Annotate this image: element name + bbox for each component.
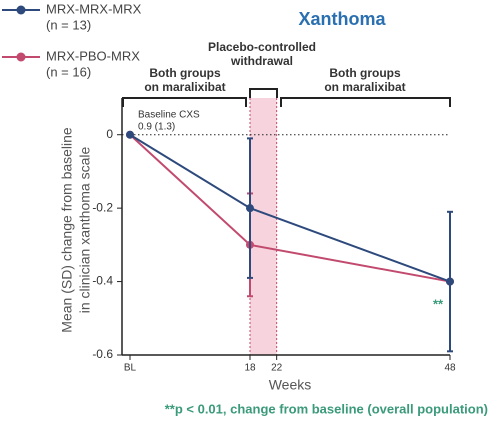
legend-marker (16, 52, 26, 62)
shaded-region (250, 98, 277, 355)
series-line (129, 133, 451, 283)
series-line (129, 133, 451, 283)
x-tick-label: 22 (271, 363, 283, 374)
y-tick-label: -0.4 (92, 274, 113, 288)
annotation: Placebo-controlled (208, 40, 316, 54)
bracket (122, 97, 247, 107)
y-axis-label: Mean (SD) change from baseline (59, 127, 75, 333)
legend-label: MRX-PBO-MRX (46, 48, 140, 63)
marker (246, 204, 254, 213)
y-axis-label: in clinician xanthoma scale (77, 147, 93, 314)
legend-n: (n = 13) (46, 17, 91, 32)
y-tick-label: -0.6 (92, 347, 113, 361)
legend-label: MRX-MRX-MRX (46, 1, 142, 16)
legend-n: (n = 16) (46, 64, 91, 79)
marker (126, 130, 134, 139)
x-tick-label: BL (124, 363, 137, 374)
annotation: on maralixibat (144, 80, 225, 94)
chart-title: Xanthoma (298, 9, 386, 29)
y-tick-label: -0.2 (92, 200, 113, 214)
y-tick-label: 0 (106, 127, 113, 141)
annotation: Baseline CXS (138, 110, 200, 121)
x-axis-label: Weeks (269, 377, 312, 393)
bracket (249, 88, 278, 98)
brackets (122, 88, 451, 107)
marker (446, 277, 454, 286)
annotation: 0.9 (1.3) (138, 122, 175, 133)
annotation: on maralixibat (324, 80, 405, 94)
x-tick-label: 48 (444, 363, 456, 374)
significance: ** (433, 296, 444, 311)
annotation: withdrawal (230, 54, 293, 68)
footnote: **p < 0.01, change from baseline (overal… (165, 401, 488, 416)
legend-marker (16, 5, 26, 15)
bracket (280, 97, 451, 107)
annotation: Both groups (149, 66, 221, 80)
x-tick-label: 18 (244, 363, 256, 374)
annotation: Both groups (329, 66, 401, 80)
